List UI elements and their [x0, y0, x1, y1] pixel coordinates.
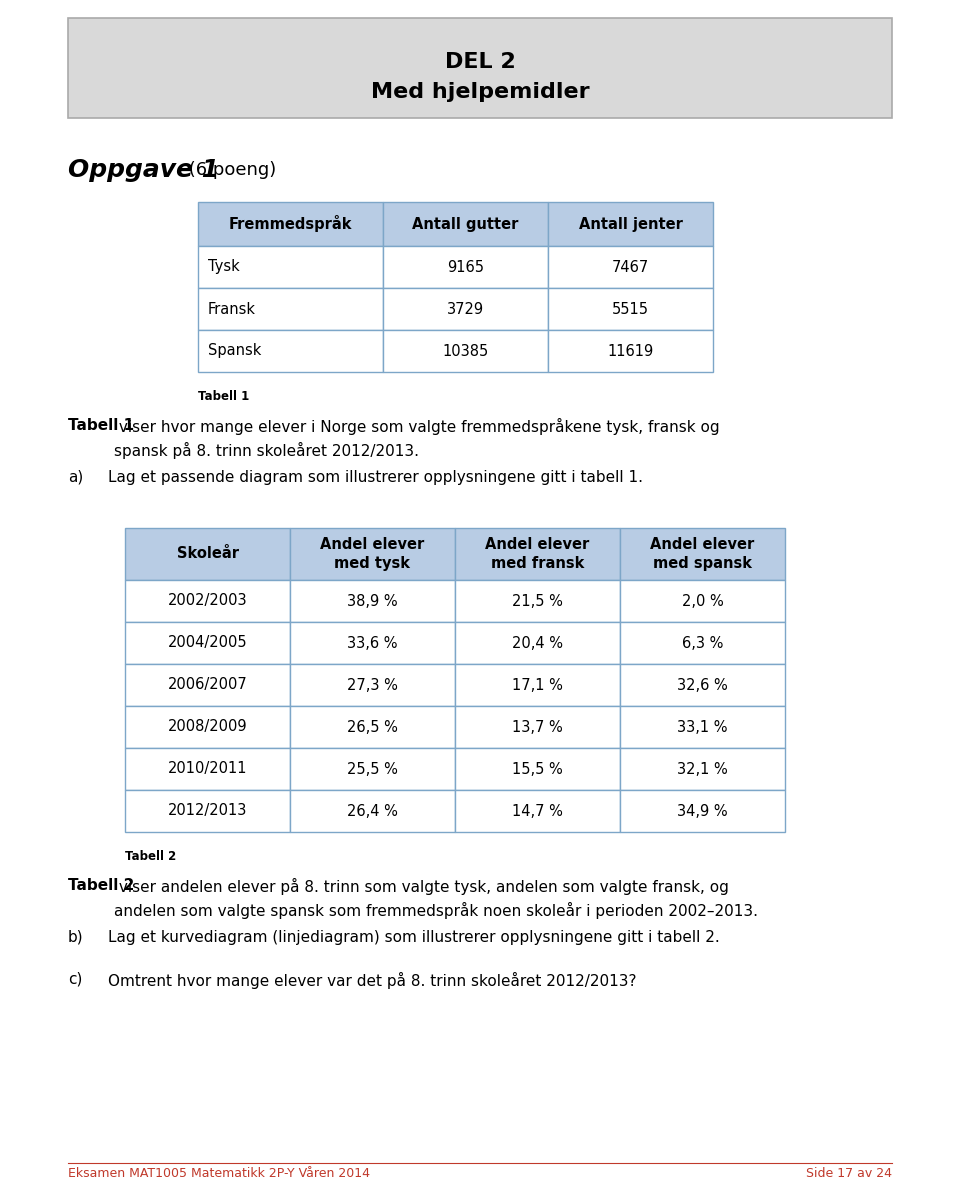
- Bar: [125, 622, 290, 664]
- Bar: [620, 664, 785, 706]
- Text: 26,4 %: 26,4 %: [348, 803, 398, 819]
- Bar: [383, 246, 548, 288]
- Text: 13,7 %: 13,7 %: [512, 719, 563, 735]
- Text: Med hjelpemidler: Med hjelpemidler: [371, 82, 589, 102]
- Text: 2004/2005: 2004/2005: [168, 635, 248, 651]
- Text: viser andelen elever på 8. trinn som valgte tysk, andelen som valgte fransk, og
: viser andelen elever på 8. trinn som val…: [114, 878, 758, 920]
- Bar: [548, 330, 713, 372]
- Text: 5515: 5515: [612, 301, 649, 317]
- Text: Andel elever
med tysk: Andel elever med tysk: [321, 537, 424, 571]
- Text: Tysk: Tysk: [208, 259, 240, 275]
- Text: Andel elever
med fransk: Andel elever med fransk: [486, 537, 589, 571]
- Bar: [125, 748, 290, 790]
- Text: 2012/2013: 2012/2013: [168, 803, 247, 819]
- Text: 6,3 %: 6,3 %: [682, 635, 723, 651]
- Text: 33,1 %: 33,1 %: [677, 719, 728, 735]
- Text: 34,9 %: 34,9 %: [677, 803, 728, 819]
- Text: 32,1 %: 32,1 %: [677, 761, 728, 777]
- Bar: [548, 201, 713, 246]
- Bar: [125, 706, 290, 748]
- Text: 38,9 %: 38,9 %: [348, 594, 397, 609]
- Bar: [455, 580, 620, 622]
- Text: 15,5 %: 15,5 %: [512, 761, 563, 777]
- Text: 32,6 %: 32,6 %: [677, 677, 728, 693]
- Bar: [548, 288, 713, 330]
- Bar: [125, 790, 290, 832]
- Bar: [125, 664, 290, 706]
- Text: a): a): [68, 470, 84, 486]
- Bar: [455, 622, 620, 664]
- Text: 2,0 %: 2,0 %: [682, 594, 724, 609]
- Bar: [125, 528, 290, 580]
- Text: Lag et passende diagram som illustrerer opplysningene gitt i tabell 1.: Lag et passende diagram som illustrerer …: [108, 470, 643, 486]
- Bar: [455, 790, 620, 832]
- Bar: [68, 18, 892, 118]
- Bar: [290, 664, 455, 706]
- Bar: [290, 622, 455, 664]
- Text: 2006/2007: 2006/2007: [168, 677, 248, 693]
- Text: Skoleår: Skoleår: [177, 547, 238, 561]
- Text: Tabell 1: Tabell 1: [198, 390, 250, 403]
- Text: 3729: 3729: [447, 301, 484, 317]
- Text: 10385: 10385: [443, 343, 489, 359]
- Bar: [455, 664, 620, 706]
- Text: 7467: 7467: [612, 259, 649, 275]
- Text: 9165: 9165: [447, 259, 484, 275]
- Text: b): b): [68, 930, 84, 945]
- Text: Eksamen MAT1005 Matematikk 2P-Y Våren 2014: Eksamen MAT1005 Matematikk 2P-Y Våren 20…: [68, 1167, 370, 1180]
- Bar: [548, 246, 713, 288]
- Bar: [198, 246, 383, 288]
- Bar: [290, 748, 455, 790]
- Text: Andel elever
med spansk: Andel elever med spansk: [650, 537, 755, 571]
- Text: Oppgave 1: Oppgave 1: [68, 158, 219, 182]
- Bar: [290, 580, 455, 622]
- Bar: [383, 201, 548, 246]
- Bar: [620, 706, 785, 748]
- Bar: [198, 201, 383, 246]
- Text: Tabell 1: Tabell 1: [68, 418, 134, 433]
- Bar: [125, 580, 290, 622]
- Text: 20,4 %: 20,4 %: [512, 635, 563, 651]
- Bar: [383, 288, 548, 330]
- Bar: [290, 790, 455, 832]
- Bar: [198, 288, 383, 330]
- Text: Fremmedspråk: Fremmedspråk: [228, 216, 352, 233]
- Text: Spansk: Spansk: [208, 343, 261, 359]
- Bar: [620, 580, 785, 622]
- Text: Antall gutter: Antall gutter: [412, 217, 518, 231]
- Bar: [620, 748, 785, 790]
- Text: 17,1 %: 17,1 %: [512, 677, 563, 693]
- Text: viser hvor mange elever i Norge som valgte fremmedspråkene tysk, fransk og
spans: viser hvor mange elever i Norge som valg…: [114, 418, 720, 459]
- Text: 27,3 %: 27,3 %: [348, 677, 398, 693]
- Text: c): c): [68, 972, 83, 987]
- Text: 25,5 %: 25,5 %: [348, 761, 398, 777]
- Bar: [198, 330, 383, 372]
- Text: 2002/2003: 2002/2003: [168, 594, 248, 609]
- Text: Tabell 2: Tabell 2: [68, 878, 134, 893]
- Text: 21,5 %: 21,5 %: [512, 594, 563, 609]
- Text: Lag et kurvediagram (linjediagram) som illustrerer opplysningene gitt i tabell 2: Lag et kurvediagram (linjediagram) som i…: [108, 930, 720, 945]
- Bar: [290, 706, 455, 748]
- Bar: [455, 528, 620, 580]
- Bar: [455, 748, 620, 790]
- Text: Antall jenter: Antall jenter: [579, 217, 683, 231]
- Text: Side 17 av 24: Side 17 av 24: [806, 1167, 892, 1180]
- Text: 2010/2011: 2010/2011: [168, 761, 248, 777]
- Text: DEL 2: DEL 2: [444, 52, 516, 72]
- Text: Tabell 2: Tabell 2: [125, 850, 177, 863]
- Text: 26,5 %: 26,5 %: [348, 719, 398, 735]
- Bar: [455, 706, 620, 748]
- Text: (6 poeng): (6 poeng): [183, 161, 276, 179]
- Text: 11619: 11619: [608, 343, 654, 359]
- Text: 33,6 %: 33,6 %: [348, 635, 397, 651]
- Bar: [620, 790, 785, 832]
- Text: 14,7 %: 14,7 %: [512, 803, 563, 819]
- Bar: [290, 528, 455, 580]
- Text: Fransk: Fransk: [208, 301, 256, 317]
- Bar: [383, 330, 548, 372]
- Bar: [620, 528, 785, 580]
- Text: Omtrent hvor mange elever var det på 8. trinn skoleåret 2012/2013?: Omtrent hvor mange elever var det på 8. …: [108, 972, 636, 989]
- Bar: [620, 622, 785, 664]
- Text: 2008/2009: 2008/2009: [168, 719, 248, 735]
